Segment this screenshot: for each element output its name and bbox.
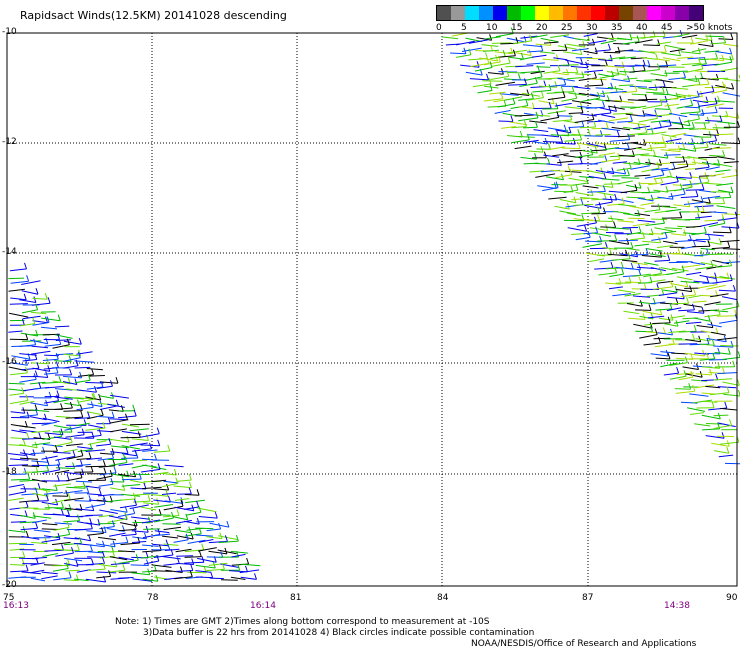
legend-label: 20 <box>536 23 548 33</box>
map-title: Rapidsact Winds(12.5KM) 20141028 descend… <box>20 9 287 22</box>
legend-label: 0 <box>436 23 442 33</box>
time-label-left: 16:13 <box>3 601 29 611</box>
legend-swatch <box>465 6 479 20</box>
legend-label: 15 <box>511 23 523 33</box>
legend-swatch <box>661 6 675 20</box>
lat-label: -14 <box>2 247 17 257</box>
legend-swatch <box>619 6 633 20</box>
legend-swatch <box>535 6 549 20</box>
lon-label: 78 <box>147 593 159 603</box>
legend-swatch <box>647 6 661 20</box>
legend-swatch <box>437 6 451 20</box>
lon-label: 90 <box>726 593 738 603</box>
lon-label: 81 <box>290 593 302 603</box>
time-label-right: 14:38 <box>664 601 690 611</box>
legend-swatch <box>605 6 619 20</box>
note-line-2: 3)Data buffer is 22 hrs from 20141028 4)… <box>143 628 535 638</box>
legend-swatch <box>479 6 493 20</box>
legend-swatch <box>591 6 605 20</box>
legend-label: 45 <box>661 23 673 33</box>
legend-label: 5 <box>461 23 467 33</box>
legend-swatch <box>633 6 647 20</box>
legend-swatch <box>521 6 535 20</box>
wind-speed-legend: 0 5 10 15 20 25 30 35 40 45 >50 knots <box>436 5 733 33</box>
legend-label: 25 <box>561 23 573 33</box>
lon-label: 75 <box>3 593 15 603</box>
legend-swatch <box>451 6 465 20</box>
legend-labels: 0 5 10 15 20 25 30 35 40 45 >50 knots <box>436 21 733 33</box>
time-label-mid: 16:14 <box>250 601 276 611</box>
lat-label: -12 <box>2 137 17 147</box>
note-line-3: NOAA/NESDIS/Office of Research and Appli… <box>471 639 697 649</box>
legend-swatch <box>549 6 563 20</box>
lat-label: -10 <box>2 27 17 37</box>
map-grid <box>7 33 737 586</box>
lat-label: -20 <box>2 580 17 590</box>
legend-swatch <box>577 6 591 20</box>
lon-label: 87 <box>582 593 594 603</box>
legend-swatch <box>493 6 507 20</box>
lat-label: -16 <box>2 357 17 367</box>
legend-label: >50 knots <box>686 23 733 33</box>
legend-swatch <box>507 6 521 20</box>
legend-color-bar <box>436 5 704 21</box>
legend-label: 30 <box>586 23 598 33</box>
legend-swatch <box>689 6 703 20</box>
lon-label: 84 <box>437 593 449 603</box>
legend-label: 40 <box>636 23 648 33</box>
wind-barbs <box>8 27 740 583</box>
map-frame <box>6 32 738 587</box>
legend-swatch <box>563 6 577 20</box>
lat-label: -18 <box>2 467 17 477</box>
legend-swatch <box>675 6 689 20</box>
note-line-1: Note: 1) Times are GMT 2)Times along bot… <box>115 617 490 627</box>
legend-label: 10 <box>486 23 498 33</box>
legend-label: 35 <box>611 23 623 33</box>
